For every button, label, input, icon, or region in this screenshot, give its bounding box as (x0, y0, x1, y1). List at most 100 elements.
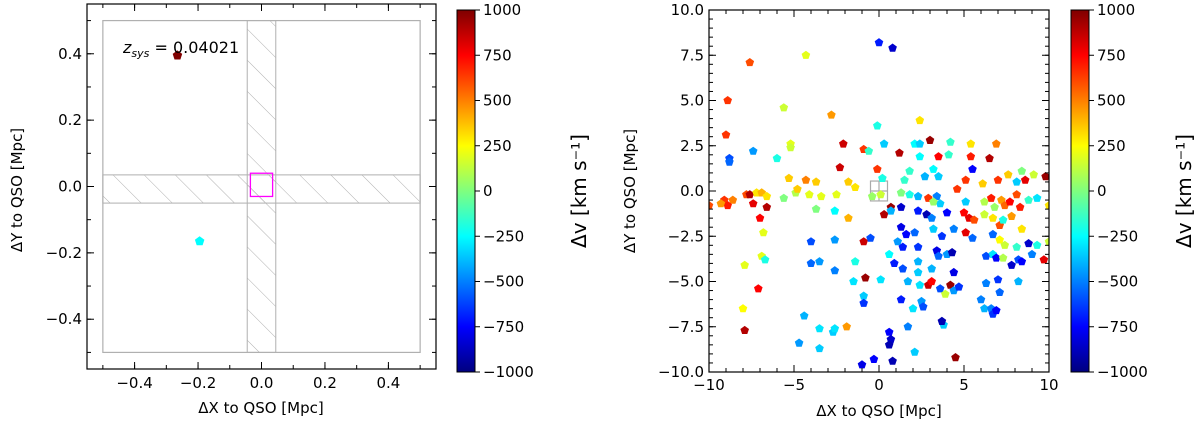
data-point (966, 152, 976, 161)
y-tick-label: 0.4 (58, 45, 82, 63)
x-tick-label: 10 (1039, 376, 1058, 394)
data-point (993, 275, 1003, 284)
data-point (896, 188, 906, 197)
data-point (861, 273, 870, 282)
left-hatched-field (102, 19, 421, 354)
data-point (934, 251, 943, 260)
data-point (937, 316, 947, 325)
data-point (1014, 277, 1023, 286)
colorbar-tick-label: −250 (483, 227, 524, 245)
data-point (1029, 170, 1038, 179)
data-point (910, 347, 919, 356)
data-point (944, 150, 953, 159)
data-point (878, 173, 887, 182)
data-point (779, 103, 789, 112)
data-point (723, 96, 732, 105)
x-tick-label: 0.4 (376, 374, 400, 392)
data-point (830, 206, 840, 215)
left-axis-ticks: −0.4 −0.2 0.0 0.2 0.4 −0.4 −0.2 0.0 0.2 0.4 (46, 4, 436, 392)
data-point (844, 177, 853, 186)
data-point (903, 322, 913, 331)
x-tick-label: −0.4 (116, 374, 152, 392)
data-point (988, 213, 998, 222)
data-point (1024, 239, 1033, 248)
data-point (954, 282, 964, 291)
left-field-box (102, 19, 421, 354)
data-point (784, 173, 794, 182)
data-point (830, 324, 840, 333)
data-point (969, 215, 979, 224)
data-point (935, 284, 945, 293)
right-axis-ticks: −10 −5 0 5 10 −10.0 −7.5 −5.0 −2.5 0.0 2.5 5.0 7.5 10… (658, 1, 1059, 394)
data-point (859, 237, 868, 246)
data-point (937, 231, 947, 240)
data-point (913, 257, 923, 266)
data-point (1027, 249, 1037, 258)
data-point (978, 179, 987, 188)
data-point (884, 249, 894, 258)
left-annotation: zsys = 0.04021 (122, 38, 239, 60)
data-point (993, 175, 1003, 184)
data-point (832, 190, 841, 199)
data-point (721, 130, 731, 139)
data-point (961, 228, 970, 237)
data-point (864, 146, 874, 155)
data-point (1032, 240, 1042, 249)
right-colorbar-ticks: 1000 750 500 250 0 −250 −500 −750 −1000 (1089, 1, 1148, 381)
data-point (929, 224, 938, 233)
y-tick-label: 7.5 (680, 46, 704, 64)
right-data-points (709, 38, 1049, 369)
data-point (986, 193, 996, 202)
data-point (1017, 166, 1027, 175)
data-point (903, 277, 913, 286)
data-point (1012, 242, 1021, 251)
data-point (762, 202, 772, 211)
data-point (968, 164, 977, 173)
colorbar-tick-label: 1000 (483, 1, 521, 19)
colorbar-tick-label: 250 (483, 137, 512, 155)
data-point (1017, 224, 1027, 233)
colorbar-tick-label: 500 (1097, 92, 1126, 110)
colorbar-tick-label: 750 (1097, 46, 1126, 64)
y-tick-label: 10.0 (671, 1, 704, 19)
data-point (172, 50, 183, 60)
data-point (1024, 195, 1033, 204)
y-tick-label: −2.5 (668, 227, 704, 245)
data-point (896, 295, 906, 304)
data-point (980, 210, 989, 219)
data-point (1005, 197, 1015, 206)
right-y-axis-label: ΔY to QSO [Mpc] (621, 129, 639, 253)
data-point (1007, 260, 1016, 269)
data-point (745, 58, 755, 67)
data-point (728, 195, 738, 204)
data-point (815, 257, 824, 266)
data-point (1020, 175, 1030, 184)
data-point (884, 327, 894, 336)
data-point (988, 229, 998, 239)
data-point (898, 242, 908, 251)
y-tick-label: 0.2 (58, 111, 82, 129)
data-point (827, 110, 836, 119)
y-tick-label: −5.0 (668, 273, 704, 291)
right-colorbar-gradient (1070, 9, 1090, 373)
data-point (981, 251, 991, 260)
data-point (890, 258, 899, 267)
y-tick-label: 2.5 (680, 137, 704, 155)
data-point (835, 163, 845, 172)
data-point (980, 197, 989, 206)
data-point (194, 236, 205, 246)
data-point (740, 325, 749, 334)
colorbar-tick-label: −1000 (483, 363, 534, 381)
right-colorbar-label: Δv [km s⁻¹] (1172, 134, 1196, 248)
data-point (867, 191, 877, 201)
data-point (927, 213, 936, 222)
colorbar-tick-label: 750 (483, 46, 512, 64)
data-point (947, 248, 957, 257)
data-point (934, 152, 943, 161)
data-point (905, 190, 914, 199)
data-point (1007, 211, 1016, 220)
data-point (908, 304, 918, 313)
data-point (801, 175, 811, 184)
x-tick-label: −5 (783, 376, 805, 394)
